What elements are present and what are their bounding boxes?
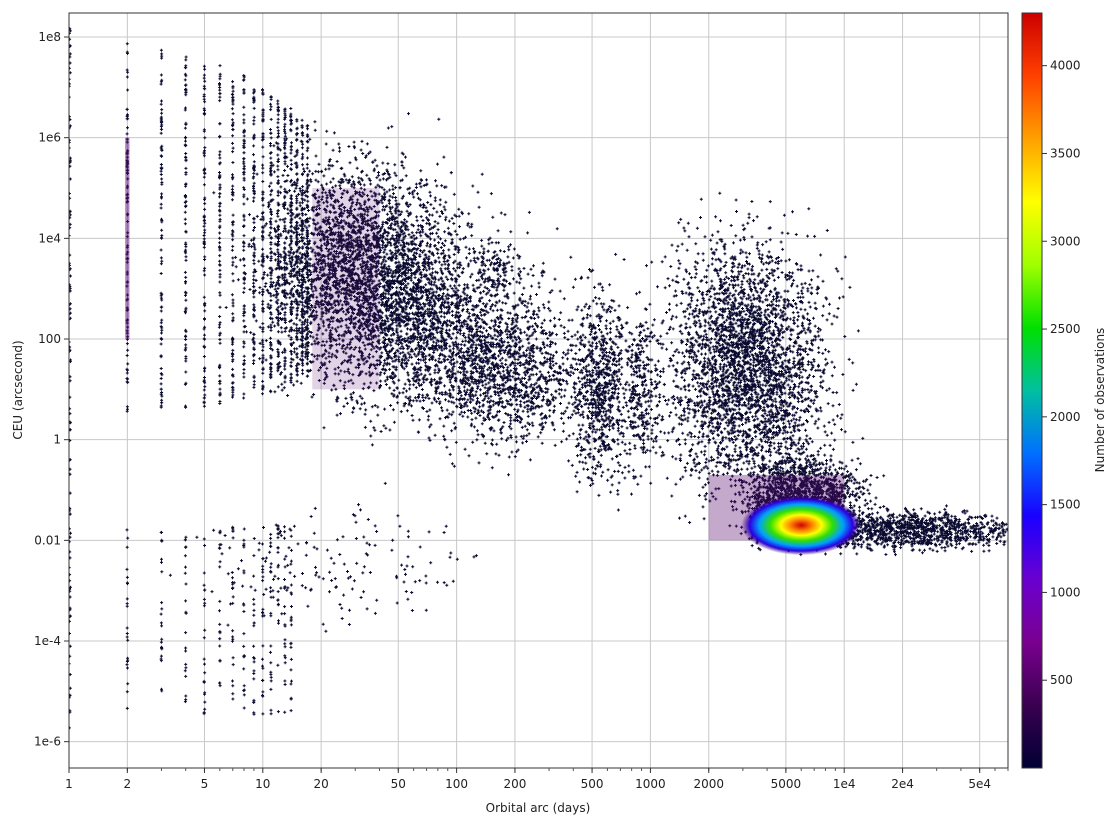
x-tick-label: 5000 <box>771 777 802 791</box>
x-tick-label: 20 <box>314 777 329 791</box>
y-tick-label: 1e8 <box>38 30 61 44</box>
y-tick-label: 1e-4 <box>34 634 61 648</box>
y-tick-label: 1e-6 <box>34 735 61 749</box>
y-axis-ticks: 1e-6 1e-4 0.01 1 100 1e4 1e6 1e8 <box>34 30 69 749</box>
y-tick-label: 1e4 <box>38 231 61 245</box>
plot-frame <box>68 12 1009 769</box>
x-tick-label: 50 <box>391 777 406 791</box>
x-tick-label: 2 <box>124 777 132 791</box>
x-tick-label: 1 <box>65 777 73 791</box>
y-tick-label: 100 <box>38 332 61 346</box>
density-hotspot <box>741 495 862 556</box>
colorbar-tick-label: 500 <box>1050 673 1073 687</box>
x-tick-label: 5 <box>201 777 209 791</box>
density-band <box>312 188 380 390</box>
x-tick-label: 100 <box>445 777 468 791</box>
x-tick-label: 1000 <box>635 777 666 791</box>
x-tick-label: 5e4 <box>968 777 991 791</box>
x-tick-label: 500 <box>581 777 604 791</box>
y-axis-title: CEU (arcsecond) <box>11 340 25 439</box>
scatter-points <box>69 27 1008 730</box>
colorbar-tick-label: 1000 <box>1050 585 1081 599</box>
x-axis-title: Orbital arc (days) <box>486 801 591 815</box>
colorbar <box>1021 12 1043 769</box>
x-tick-label: 2e4 <box>891 777 914 791</box>
grid-lines <box>68 13 1008 768</box>
x-tick-label: 1e4 <box>833 777 856 791</box>
y-tick-label: 1 <box>53 433 61 447</box>
colorbar-tick-label: 1500 <box>1050 498 1081 512</box>
x-tick-label: 10 <box>255 777 270 791</box>
plot-background <box>69 13 1008 768</box>
density-band <box>125 137 130 340</box>
colorbar-title: Number of observations <box>1093 328 1107 473</box>
colorbar-tick-label: 4000 <box>1050 59 1081 73</box>
x-tick-label: 200 <box>503 777 526 791</box>
y-tick-label: 0.01 <box>34 533 61 547</box>
y-tick-label: 1e6 <box>38 131 61 145</box>
colorbar-tick-label: 3000 <box>1050 234 1081 248</box>
colorbar-tick-label: 3500 <box>1050 146 1081 160</box>
colorbar-tick-label: 2000 <box>1050 410 1081 424</box>
colorbar-ticks: 500 1000 1500 2000 2500 3000 3500 4000 <box>1042 59 1081 687</box>
x-axis-ticks: 1 2 5 10 20 50 100 200 500 1000 2000 5000 1e4 2e4 5e4 <box>65 768 991 791</box>
x-tick-label: 2000 <box>693 777 724 791</box>
colorbar-tick-label: 2500 <box>1050 322 1081 336</box>
hotspot-peak <box>741 495 862 556</box>
